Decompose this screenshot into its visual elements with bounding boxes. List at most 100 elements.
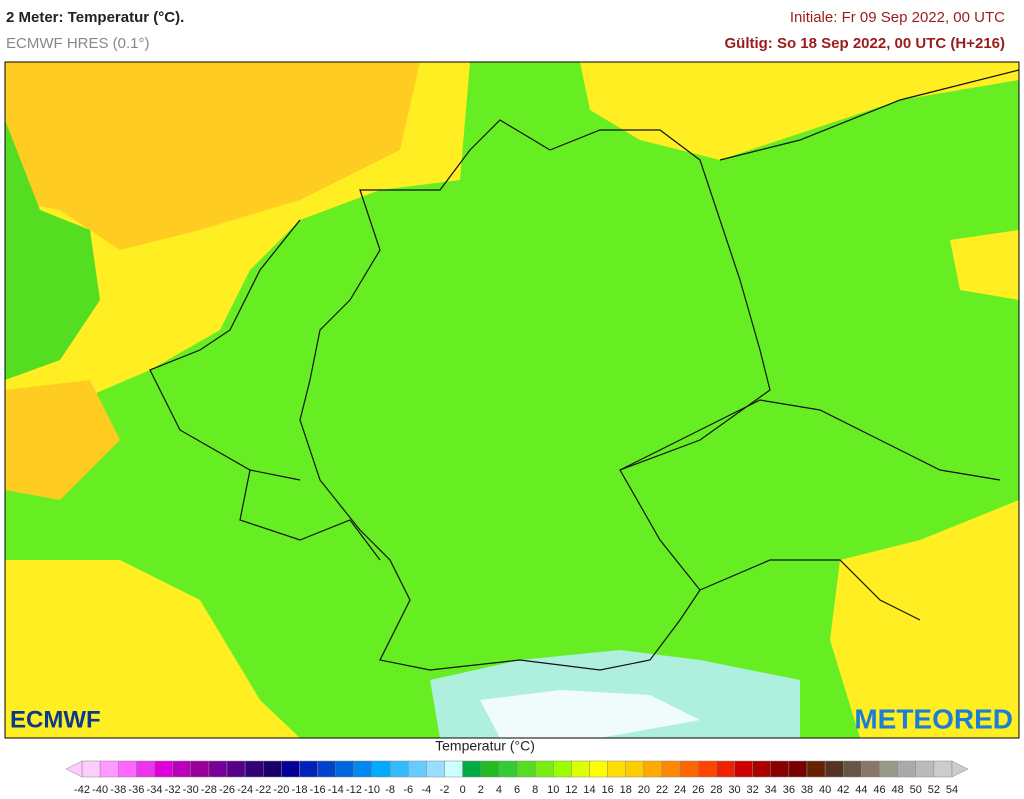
legend-tick-label: -4 [421, 784, 431, 796]
legend-tick-label: 40 [819, 784, 831, 796]
legend-swatch [208, 760, 228, 778]
legend-swatch [824, 760, 844, 778]
legend-swatch [643, 760, 663, 778]
legend-swatch [770, 760, 790, 778]
legend-swatch [299, 760, 318, 778]
legend-tick-label: 42 [837, 784, 849, 796]
legend-tick-label: 8 [532, 784, 538, 796]
legend: -42 -40 -38 -36 -34 -32 -30 -28 -26 -24 -22 -20 -18-… [65, 760, 969, 796]
legend-swatch [317, 760, 336, 778]
legend-swatch [879, 760, 898, 778]
legend-tick-label: -38 [110, 784, 126, 796]
legend-swatch [534, 760, 554, 778]
legend-swatch [371, 760, 391, 778]
map-title: 2 Meter: Temperatur (°C). [6, 9, 184, 26]
legend-tick-label: 44 [855, 784, 867, 796]
legend-tick-label: -36 [128, 784, 144, 796]
legend-swatch [136, 760, 155, 778]
legend-swatch [244, 760, 264, 778]
ecmwf-logo: ECMWF [10, 706, 101, 733]
legend-tick-label: 46 [873, 784, 885, 796]
legend-tick-label: 52 [928, 784, 940, 796]
legend-tick-label: 36 [783, 784, 795, 796]
legend-swatch [933, 760, 953, 778]
legend-tick-label: -20 [273, 784, 289, 796]
legend-tick-label: -28 [201, 784, 217, 796]
legend-swatch [263, 760, 282, 778]
meteored-logo: METEORED [854, 703, 1013, 734]
legend-tick-label: -6 [403, 784, 413, 796]
legend-swatch [861, 760, 880, 778]
legend-tick-label: 14 [583, 784, 595, 796]
legend-tick-label: 30 [728, 784, 740, 796]
legend-tick-label: -10 [364, 784, 380, 796]
legend-swatch [226, 760, 246, 778]
legend-swatch [589, 760, 608, 778]
legend-swatch [734, 760, 753, 778]
legend-tick-label: 18 [620, 784, 632, 796]
legend-swatch [788, 760, 808, 778]
legend-tick-label: 54 [946, 784, 958, 796]
legend-tick-label: 38 [801, 784, 813, 796]
legend-tick-label: 28 [710, 784, 722, 796]
legend-tick-label: -14 [328, 784, 344, 796]
legend-swatch [915, 760, 935, 778]
legend-swatch [843, 760, 862, 778]
legend-swatch [154, 760, 173, 778]
legend-tick-label: -2 [440, 784, 450, 796]
legend-tick-label: 16 [602, 784, 614, 796]
legend-swatch [571, 760, 590, 778]
legend-tick-label: -22 [255, 784, 271, 796]
legend-swatch [408, 760, 427, 778]
legend-swatch [897, 760, 916, 778]
legend-swatch [679, 760, 699, 778]
legend-tick-label: 26 [692, 784, 704, 796]
legend-swatch [118, 760, 137, 778]
legend-tick-label: -16 [310, 784, 326, 796]
legend-tick-label: 6 [514, 784, 520, 796]
legend-swatch [716, 760, 735, 778]
initial-time: Initiale: Fr 09 Sep 2022, 00 UTC [790, 9, 1005, 26]
legend-tick-label: 22 [656, 784, 668, 796]
legend-swatch [281, 760, 300, 778]
legend-swatch [81, 760, 101, 778]
legend-tick-label: 4 [496, 784, 502, 796]
legend-tick-label: -34 [147, 784, 163, 796]
map [4, 61, 1020, 739]
legend-tick-label: -24 [237, 784, 253, 796]
legend-tick-label: 34 [765, 784, 777, 796]
legend-swatch [335, 760, 355, 778]
legend-swatch [353, 760, 373, 778]
legend-tick-label: -26 [219, 784, 235, 796]
legend-swatch [661, 760, 681, 778]
legend-swatch [480, 760, 500, 778]
legend-swatch [752, 760, 771, 778]
legend-tick-label: -8 [385, 784, 395, 796]
legend-tick-label: 48 [892, 784, 904, 796]
legend-tick-label: 2 [478, 784, 484, 796]
legend-swatch [806, 760, 826, 778]
legend-swatch [190, 760, 210, 778]
legend-tick-label: 12 [565, 784, 577, 796]
legend-tick-label: 32 [747, 784, 759, 796]
legend-tick-label: -12 [346, 784, 362, 796]
legend-tick-label: -40 [92, 784, 108, 796]
legend-arrow-high [951, 760, 969, 778]
legend-tick-label: 10 [547, 784, 559, 796]
legend-swatch [625, 760, 645, 778]
legend-swatch [462, 760, 481, 778]
legend-swatch [498, 760, 518, 778]
legend-tick-label: -32 [165, 784, 181, 796]
legend-tick-label: -42 [74, 784, 90, 796]
legend-swatch [607, 760, 626, 778]
valid-time: Gültig: So 18 Sep 2022, 00 UTC (H+216) [724, 35, 1005, 52]
legend-tick-label: -18 [292, 784, 308, 796]
legend-swatch [99, 760, 119, 778]
legend-swatch [426, 760, 445, 778]
legend-title: Temperatur (°C) [435, 738, 535, 754]
legend-swatch [698, 760, 717, 778]
legend-swatch [444, 760, 463, 778]
legend-swatch [389, 760, 409, 778]
legend-tick-label: -30 [183, 784, 199, 796]
